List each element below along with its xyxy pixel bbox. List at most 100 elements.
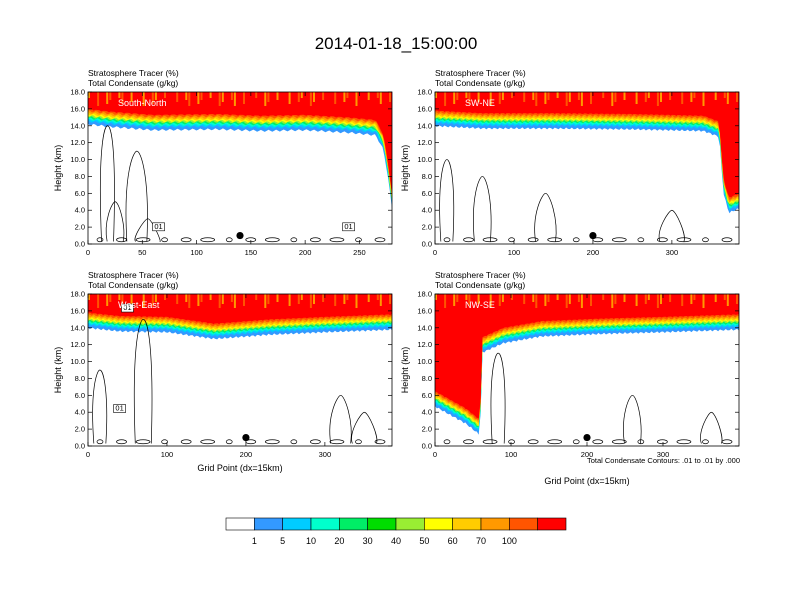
y-tick-label: 18.0 [417,88,432,97]
tracer-core [88,294,392,324]
y-tick-label: 14.0 [70,121,85,130]
colorbar-swatch [452,517,482,531]
contour-oval [225,237,233,243]
tracer-streak [121,92,124,104]
tracer-streak [276,92,279,100]
y-tick-label: 6.0 [75,189,85,198]
contour-oval [310,439,321,445]
colorbar-swatch [339,517,368,531]
contour-oval [721,439,733,445]
tracer-streak [656,92,659,106]
y-tick-label: 16.0 [417,104,432,113]
x-tick-label: 200 [587,248,600,257]
tracer-streak [611,92,614,106]
contour-oval [443,439,451,445]
tracer-streak [97,92,100,106]
colorbar-tick-label: 20 [334,536,344,546]
y-tick-label: 10.0 [70,155,85,164]
colorbar-swatch [424,517,453,531]
tracer-streak [547,294,550,302]
contour-oval [355,237,362,243]
tracer-streak [468,92,471,104]
tracer-streak [544,92,547,104]
contour-line [534,192,557,242]
y-tick-label: 6.0 [422,391,432,400]
contour-oval [264,237,280,243]
tracer-streak [611,294,614,308]
contour-tag-label: 01 [115,404,123,413]
y-tick-label: 8.0 [422,172,432,181]
colorbar-swatch [509,517,538,531]
contour-oval [637,439,645,445]
tracer-streak [118,294,121,300]
tracer-streak [154,294,157,302]
contour-oval [180,439,192,445]
y-tick-label: 0.0 [75,442,85,451]
figure-title: 2014-01-18_15:00:00 [315,34,478,53]
tracer-streak [88,92,90,98]
contour-oval [116,237,127,243]
contour-oval [482,237,498,243]
y-tick-label: 16.0 [70,306,85,315]
panel-field-label: Stratosphere Tracer (%) [435,68,526,78]
tracer-streak [130,92,133,102]
y-tick-label: 6.0 [75,391,85,400]
x-tick-label: 50 [138,248,146,257]
tracer-streak [97,294,100,308]
colorbar-swatch [225,517,255,531]
colorbar-tick-label: 40 [391,536,401,546]
contour-line [658,209,685,242]
contour-oval [245,439,257,445]
tracer-streak [498,92,501,104]
panel-name: South-North [118,98,167,108]
y-tick-label: 0.0 [422,442,432,451]
tracer-streak [453,92,456,104]
x-tick-label: 300 [657,450,670,459]
tracer-core [88,92,392,194]
colorbar-swatch [395,517,425,531]
tracer-streak [297,92,300,102]
panel-field-label: Stratosphere Tracer (%) [88,270,179,280]
tracer-core [435,92,739,198]
tracer-streak [334,92,337,104]
tracer-streak [389,92,391,102]
contour-oval [702,237,709,243]
panel-nw-se: Stratosphere Tracer (%)Total Condensate … [400,270,740,486]
contour-line [490,352,506,444]
tracer-streak [690,92,693,102]
panel-south-north: Stratosphere Tracer (%)Total Condensate … [53,68,393,257]
location-marker [583,433,591,442]
tracer-streak [309,294,312,308]
contour-oval [592,237,604,243]
tracer-streak [523,294,526,304]
tracer-field [88,294,392,340]
tracer-streak [647,294,650,300]
y-tick-label: 10.0 [417,357,432,366]
tracer-streak [602,92,605,98]
colorbar-swatch [282,517,312,531]
tracer-streak [209,92,212,98]
tracer-streak [243,92,245,104]
y-axis-label: Height (km) [53,145,63,192]
y-tick-label: 12.0 [70,340,85,349]
y-tick-label: 4.0 [422,206,432,215]
tracer-streak [164,92,166,98]
y-tick-label: 0.0 [75,240,85,249]
tracer-streak [322,92,325,100]
tracer-streak [532,294,535,302]
contour-note: Total Condensate Contours: .01 to .01 by… [587,456,740,465]
tracer-streak [477,294,480,304]
x-tick-label: 300 [666,248,679,257]
contour-oval [702,439,709,445]
colorbar-tick-label: 100 [502,536,517,546]
tracer-streak [511,294,513,300]
contour-oval [290,237,298,243]
panel-field-label: Stratosphere Tracer (%) [435,270,526,280]
panel-contour-label: Total Condensate (g/kg) [435,280,525,290]
contour-oval [676,439,692,445]
contour-line [439,159,455,242]
contour-tag-box [121,303,134,313]
contour-oval [572,439,580,445]
contour-oval [482,439,498,445]
y-tick-label: 8.0 [422,374,432,383]
